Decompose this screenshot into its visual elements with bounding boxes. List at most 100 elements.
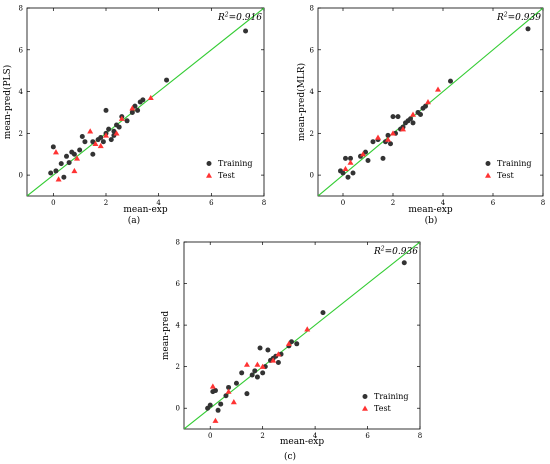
point-training <box>79 133 85 139</box>
x-tick-label: 0 <box>51 199 55 207</box>
point-training <box>363 149 368 155</box>
point-test <box>375 134 381 140</box>
y-tick-label: 0 <box>176 405 180 413</box>
legend-marker-training <box>362 394 368 399</box>
legend-label-test: Test <box>374 404 392 413</box>
point-training <box>260 370 266 376</box>
r2-symbol: R <box>496 13 504 23</box>
point-test <box>425 99 431 105</box>
point-training <box>124 118 130 124</box>
y-tick-label: 2 <box>176 363 180 371</box>
legend-marker-test <box>485 172 491 178</box>
panel-caption: (c) <box>284 451 296 462</box>
point-test <box>347 159 354 165</box>
y-axis-label: mean-pred(MLR) <box>296 63 307 141</box>
point-training <box>252 368 258 374</box>
x-tick-label: 6 <box>365 432 370 440</box>
point-training <box>423 103 428 109</box>
point-test <box>385 136 391 142</box>
point-training <box>226 384 232 390</box>
point-training <box>64 153 69 159</box>
point-training <box>111 128 117 134</box>
point-test <box>410 111 416 117</box>
point-test <box>87 128 94 134</box>
point-test <box>71 167 78 174</box>
point-test <box>342 165 349 172</box>
legend-label-training: Training <box>374 392 408 401</box>
r2-symbol: R <box>373 247 381 257</box>
point-test <box>225 388 232 394</box>
r2-value: =0.939 <box>508 13 542 23</box>
point-training <box>223 393 229 399</box>
point-training <box>218 401 224 407</box>
chart-panel-1: 0 2 4 6 802468mean-expmean-pred(PLS)R2=0.916… <box>2 5 266 227</box>
point-training <box>207 402 213 408</box>
x-tick-label: 4 <box>156 199 161 207</box>
r2-annotation: R2=0.916 <box>217 12 262 24</box>
legend-label-test: Test <box>497 171 515 180</box>
x-tick-label: 0 <box>341 199 345 207</box>
point-training <box>82 139 88 145</box>
point-test <box>254 361 261 367</box>
point-training <box>98 135 104 141</box>
x-axis-label: mean-exp <box>408 205 452 215</box>
chart-panel-3: 0 2 4 6 802468mean-expmean-predR2=0.936Train… <box>161 239 422 463</box>
fit-line <box>318 8 543 196</box>
point-test <box>55 176 62 182</box>
point-test <box>243 361 250 367</box>
point-training <box>390 114 396 120</box>
legend-marker-test <box>362 405 368 411</box>
r2-annotation: R2=0.939 <box>496 12 541 24</box>
point-test <box>92 140 99 146</box>
point-training <box>129 109 135 115</box>
point-training <box>395 114 401 120</box>
point-test <box>304 326 311 332</box>
y-axis-label: mean-pred(PLS) <box>2 65 13 139</box>
point-training <box>61 174 67 180</box>
legend-label-training: Training <box>497 159 531 168</box>
point-test <box>435 86 441 92</box>
point-training <box>345 174 351 180</box>
y-tick-label: 2 <box>310 130 314 138</box>
point-training <box>388 141 393 147</box>
y-tick-label: 8 <box>19 5 23 13</box>
point-test <box>118 115 125 121</box>
point-test <box>270 357 277 363</box>
legend-label-training: Training <box>218 159 252 168</box>
point-training <box>275 360 281 366</box>
fit-line <box>27 8 264 196</box>
legend: Training Test <box>485 159 531 180</box>
r2-superscript: 2 <box>380 246 385 253</box>
point-training <box>71 151 77 157</box>
point-training <box>164 77 170 83</box>
r2-annotation: R2=0.936 <box>373 246 418 258</box>
point-training <box>408 116 413 122</box>
point-training <box>294 341 300 347</box>
r2-superscript: 2 <box>503 12 508 19</box>
y-tick-label: 8 <box>310 5 314 13</box>
point-training <box>289 339 295 345</box>
plot-frame <box>26 7 265 197</box>
point-training <box>380 155 386 161</box>
point-test <box>209 383 216 389</box>
point-training <box>257 345 263 351</box>
x-tick-label: 0 <box>208 432 212 440</box>
x-tick-label: 8 <box>418 432 422 440</box>
point-test <box>360 151 366 157</box>
plot-frame <box>317 7 544 197</box>
point-test <box>390 130 396 136</box>
point-training <box>348 155 353 161</box>
y-tick-label: 8 <box>176 239 180 247</box>
point-training <box>140 97 146 103</box>
point-training <box>320 310 326 316</box>
point-test <box>113 130 120 136</box>
point-training <box>233 380 239 386</box>
panel-caption: (a) <box>128 215 140 226</box>
point-training <box>340 170 346 176</box>
point-test <box>147 94 154 101</box>
point-training <box>239 370 245 376</box>
point-test <box>275 351 282 357</box>
r2-symbol: R <box>217 13 225 23</box>
point-training <box>401 260 407 266</box>
